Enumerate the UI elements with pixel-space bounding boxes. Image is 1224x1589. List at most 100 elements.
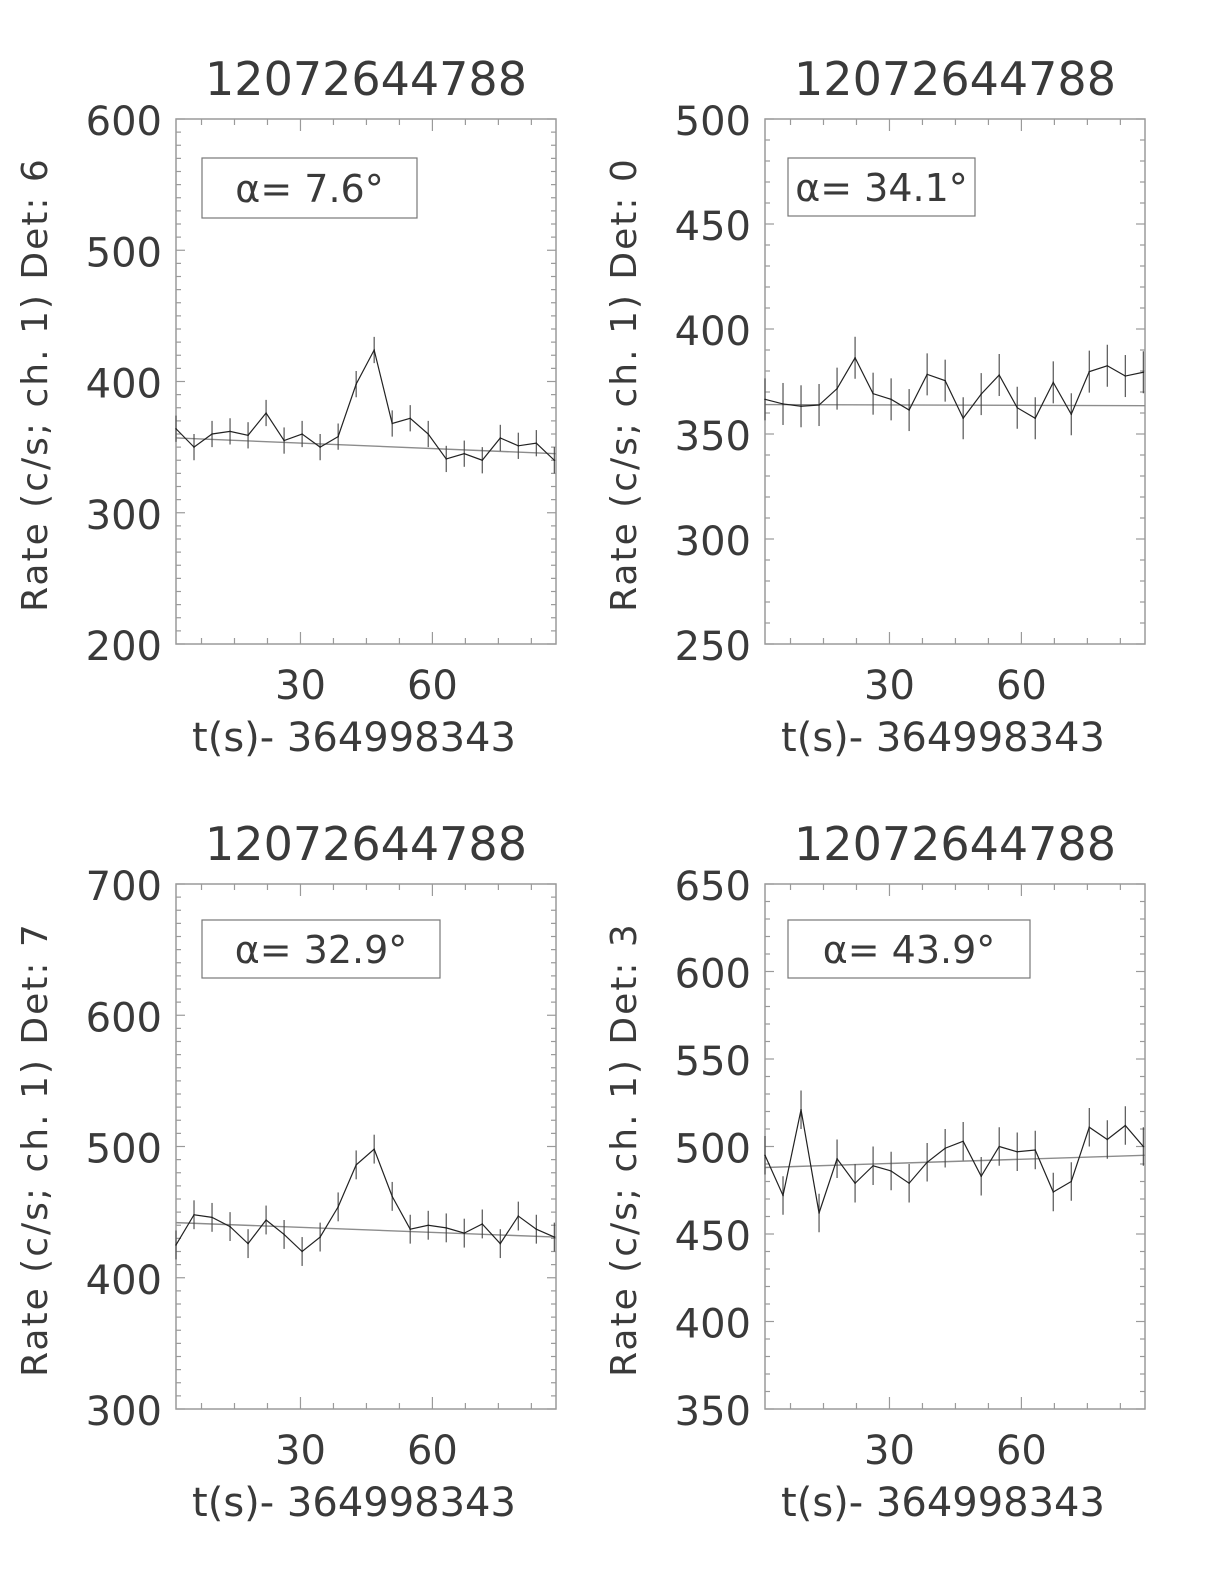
data-point xyxy=(836,1157,838,1160)
y-tick-label: 600 xyxy=(675,952,751,998)
data-point xyxy=(1088,1126,1091,1129)
y-tick-label: 400 xyxy=(86,1258,162,1304)
data-point xyxy=(355,1164,357,1166)
y-tick-label: 250 xyxy=(675,624,751,670)
angle-annotation: α= 34.1° xyxy=(795,166,968,210)
data-point xyxy=(445,458,448,460)
data-point xyxy=(872,392,874,395)
data-point xyxy=(301,433,303,435)
data-point xyxy=(890,398,892,401)
x-tick-label: 30 xyxy=(864,663,915,709)
data-point xyxy=(319,1236,321,1238)
data-point xyxy=(337,1206,339,1208)
panel-title: 12072644788 xyxy=(205,817,527,871)
x-tick-label: 30 xyxy=(275,1428,326,1474)
rate-series-line xyxy=(175,1148,555,1253)
angle-annotation: α= 43.9° xyxy=(823,928,996,972)
data-point xyxy=(427,1224,430,1227)
data-point xyxy=(1052,381,1055,384)
data-point xyxy=(481,459,484,462)
data-point xyxy=(818,1212,820,1214)
y-tick-label: 450 xyxy=(675,204,751,250)
data-point xyxy=(553,1236,556,1238)
data-point xyxy=(301,1250,303,1253)
angle-annotation: α= 32.9° xyxy=(235,928,408,972)
data-point xyxy=(265,412,267,414)
data-point xyxy=(373,1148,375,1150)
data-point xyxy=(517,445,520,447)
x-tick-label: 60 xyxy=(996,663,1047,709)
data-point xyxy=(1034,1149,1037,1151)
data-point xyxy=(1070,1180,1073,1183)
data-point xyxy=(1070,413,1073,416)
data-point xyxy=(391,1195,393,1198)
data-point xyxy=(1142,371,1145,374)
data-point xyxy=(265,1219,267,1221)
data-point xyxy=(872,1164,874,1167)
y-axis-label: Rate (c/s; ch. 1) Det: 7 xyxy=(15,922,56,1377)
y-tick-label: 400 xyxy=(675,1302,751,1348)
data-point xyxy=(553,459,556,462)
data-point xyxy=(355,383,357,385)
x-tick-label: 60 xyxy=(996,1428,1047,1474)
data-point xyxy=(391,422,393,425)
data-point xyxy=(944,1147,946,1150)
panel-4: 12072644788 350 400 450 500 550 600 650 30 60 t(s)… xyxy=(604,817,1146,1526)
data-point xyxy=(175,427,177,430)
fit-line xyxy=(764,403,1146,407)
data-point xyxy=(782,1194,784,1197)
data-point xyxy=(1016,1150,1019,1153)
x-tick-label: 60 xyxy=(407,1428,458,1474)
data-point xyxy=(283,1233,285,1236)
annotation-box xyxy=(201,919,441,979)
panel-title: 12072644788 xyxy=(794,817,1116,871)
data-point xyxy=(1088,370,1091,373)
data-point xyxy=(211,433,213,435)
data-point xyxy=(854,1182,856,1185)
data-point xyxy=(229,430,231,433)
data-point xyxy=(908,1182,910,1185)
data-point xyxy=(764,398,766,401)
data-point xyxy=(782,403,784,405)
y-tick-label: 450 xyxy=(675,1214,751,1260)
data-point xyxy=(229,1225,231,1228)
data-point xyxy=(211,1216,213,1219)
data-point xyxy=(193,446,195,448)
y-tick-label: 400 xyxy=(675,309,751,355)
y-tick-label: 600 xyxy=(86,99,162,145)
data-point xyxy=(944,379,946,382)
rate-series-line xyxy=(764,1109,1144,1214)
data-point xyxy=(800,1108,802,1111)
data-point xyxy=(499,1242,502,1245)
data-point xyxy=(1124,375,1127,377)
data-point xyxy=(1016,406,1019,409)
data-point xyxy=(283,439,285,442)
data-point xyxy=(908,409,910,411)
panel-1: 12072644788 200 300 400 500 600 30 60 t(s)- 3649… xyxy=(15,52,557,761)
x-axis-label: t(s)- 364998343 xyxy=(192,1480,516,1526)
y-tick-label: 700 xyxy=(86,864,162,910)
data-point xyxy=(337,435,339,438)
y-tick-label: 500 xyxy=(675,99,751,145)
y-tick-label: 500 xyxy=(675,1127,751,1173)
data-point xyxy=(1106,1138,1109,1141)
rate-series-line xyxy=(175,348,555,461)
data-point xyxy=(890,1170,892,1172)
data-point xyxy=(463,452,466,455)
data-point xyxy=(445,1227,448,1229)
annotation-box xyxy=(787,919,1031,979)
panel-title: 12072644788 xyxy=(205,52,527,106)
y-tick-label: 200 xyxy=(86,624,162,670)
x-tick-label: 30 xyxy=(864,1428,915,1474)
data-point xyxy=(247,1242,249,1245)
data-point xyxy=(926,373,928,376)
data-point xyxy=(535,442,538,444)
data-point xyxy=(319,446,321,448)
y-tick-label: 350 xyxy=(675,414,751,460)
data-point xyxy=(409,417,411,420)
data-point xyxy=(1106,364,1109,367)
annotation-box xyxy=(201,157,418,219)
y-tick-label: 300 xyxy=(86,493,162,539)
data-point xyxy=(818,404,820,406)
